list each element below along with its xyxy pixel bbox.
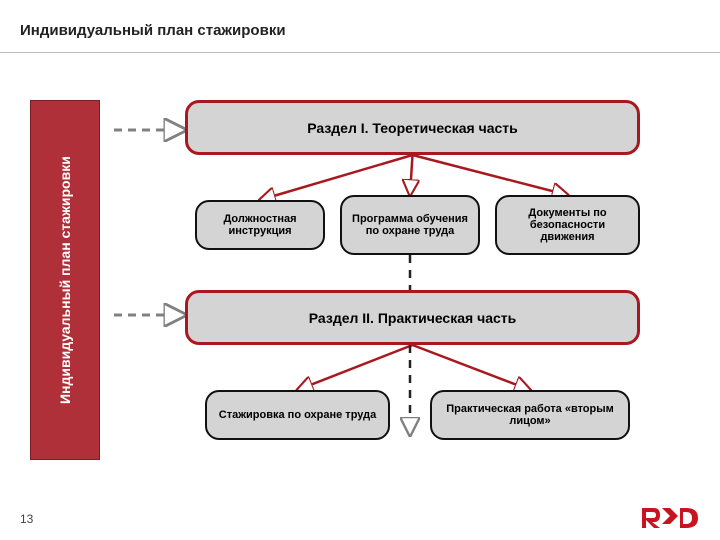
diagram-area: Раздел I. Теоретическая часть Должностная… (110, 100, 670, 470)
node-leaf1-label: Должностная инструкция (207, 213, 313, 237)
node-section1-label: Раздел I. Теоретическая часть (307, 120, 518, 136)
edge-section1-leaf1 (260, 155, 413, 200)
sidebar-root-box: Индивидуальный план стажировки (30, 100, 100, 460)
node-leaf3: Документы по безопасности движения (495, 195, 640, 255)
logo-rzd (640, 502, 700, 530)
header-rule (0, 52, 720, 53)
node-leaf5: Практическая работа «вторым лицом» (430, 390, 630, 440)
node-leaf3-label: Документы по безопасности движения (507, 207, 628, 243)
node-section2: Раздел II. Практическая часть (185, 290, 640, 345)
edge-section2-leaf5 (413, 345, 531, 390)
sidebar-label: Индивидуальный план стажировки (56, 156, 74, 404)
node-leaf2-label: Программа обучения по охране труда (352, 213, 468, 237)
node-leaf1: Должностная инструкция (195, 200, 325, 250)
node-section1: Раздел I. Теоретическая часть (185, 100, 640, 155)
node-leaf4: Стажировка по охране труда (205, 390, 390, 440)
node-leaf4-label: Стажировка по охране труда (219, 409, 376, 421)
edge-section1-leaf2 (410, 155, 413, 195)
edge-section2-leaf4 (298, 345, 413, 390)
page-number: 13 (20, 512, 33, 526)
node-section2-label: Раздел II. Практическая часть (309, 310, 516, 326)
node-leaf2: Программа обучения по охране труда (340, 195, 480, 255)
page-title: Индивидуальный план стажировки (20, 22, 286, 39)
edge-section1-leaf3 (413, 155, 568, 195)
node-leaf5-label: Практическая работа «вторым лицом» (442, 403, 618, 427)
